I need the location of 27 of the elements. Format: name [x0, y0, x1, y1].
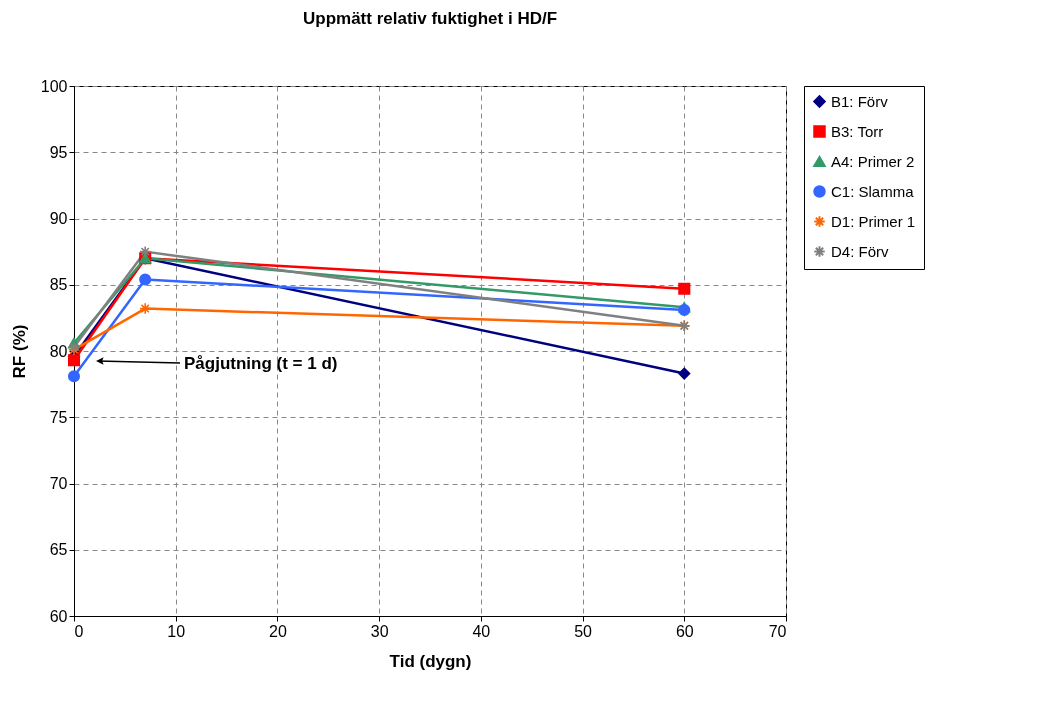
x-tick-label: 30: [370, 622, 389, 640]
y-tick-label: 80: [49, 342, 68, 360]
y-tick-label: 65: [49, 541, 68, 559]
legend-label: A4: Primer 2: [831, 152, 915, 170]
legend-label: D1: Primer 1: [831, 212, 916, 230]
y-tick-label: 90: [49, 210, 68, 227]
legend-label: B3: Torr: [831, 122, 884, 140]
x-tick-label: 40: [472, 622, 491, 640]
legend-label: B1: Förv: [831, 92, 889, 110]
y-tick-label: 75: [49, 408, 68, 426]
x-tick-label: 0: [74, 622, 84, 640]
x-tick-label: 10: [167, 622, 186, 640]
y-axis-title: RF (%): [9, 324, 29, 379]
x-tick-label: 20: [269, 622, 287, 640]
y-tick-label: 85: [49, 276, 68, 294]
legend-label: C1: Slamma: [831, 182, 915, 200]
x-tick-label: 50: [574, 622, 593, 640]
legend-label: D4: Förv: [831, 242, 890, 260]
y-tick-label: 60: [49, 607, 68, 625]
annotation: Pågjutning (t = 1 d): [184, 354, 338, 373]
y-tick-label: 100: [40, 77, 68, 95]
chart-title: Uppmätt relativ fuktighet i HD/F: [302, 9, 558, 28]
x-axis-title: Tid (dygn): [389, 651, 472, 671]
y-tick-label: 95: [49, 143, 68, 161]
x-tick-label: 70: [768, 622, 787, 640]
y-tick-label: 70: [49, 475, 68, 492]
x-tick-label: 60: [675, 622, 694, 640]
